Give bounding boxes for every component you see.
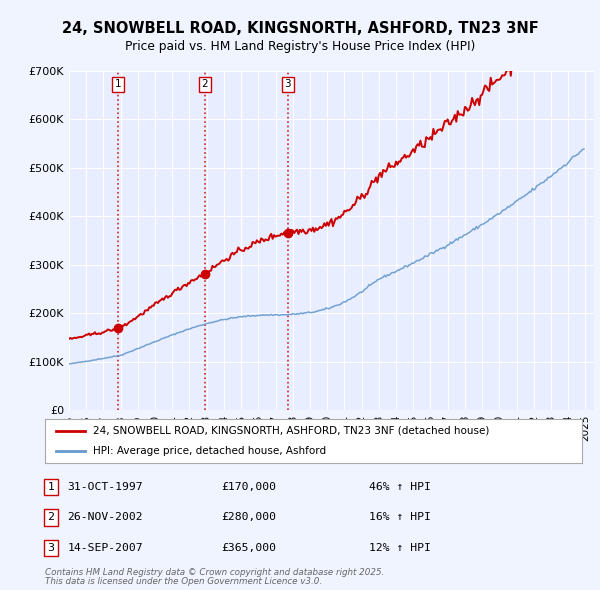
Text: 1: 1	[47, 482, 55, 491]
Text: 26-NOV-2002: 26-NOV-2002	[67, 513, 143, 522]
Text: 24, SNOWBELL ROAD, KINGSNORTH, ASHFORD, TN23 3NF: 24, SNOWBELL ROAD, KINGSNORTH, ASHFORD, …	[62, 21, 538, 35]
Text: 2: 2	[47, 513, 55, 522]
Text: £280,000: £280,000	[221, 513, 277, 522]
Text: 1: 1	[115, 79, 121, 89]
Text: This data is licensed under the Open Government Licence v3.0.: This data is licensed under the Open Gov…	[45, 577, 322, 586]
Text: Price paid vs. HM Land Registry's House Price Index (HPI): Price paid vs. HM Land Registry's House …	[125, 40, 475, 53]
Text: 24, SNOWBELL ROAD, KINGSNORTH, ASHFORD, TN23 3NF (detached house): 24, SNOWBELL ROAD, KINGSNORTH, ASHFORD, …	[94, 426, 490, 436]
Text: 3: 3	[47, 543, 55, 553]
Text: 3: 3	[284, 79, 291, 89]
Text: 12% ↑ HPI: 12% ↑ HPI	[369, 543, 431, 553]
Text: £365,000: £365,000	[221, 543, 277, 553]
Text: £170,000: £170,000	[221, 482, 277, 491]
Text: 2: 2	[202, 79, 208, 89]
Text: HPI: Average price, detached house, Ashford: HPI: Average price, detached house, Ashf…	[94, 446, 326, 456]
Text: 31-OCT-1997: 31-OCT-1997	[67, 482, 143, 491]
Text: 46% ↑ HPI: 46% ↑ HPI	[369, 482, 431, 491]
Text: 14-SEP-2007: 14-SEP-2007	[67, 543, 143, 553]
Text: Contains HM Land Registry data © Crown copyright and database right 2025.: Contains HM Land Registry data © Crown c…	[45, 568, 385, 577]
Text: 16% ↑ HPI: 16% ↑ HPI	[369, 513, 431, 522]
